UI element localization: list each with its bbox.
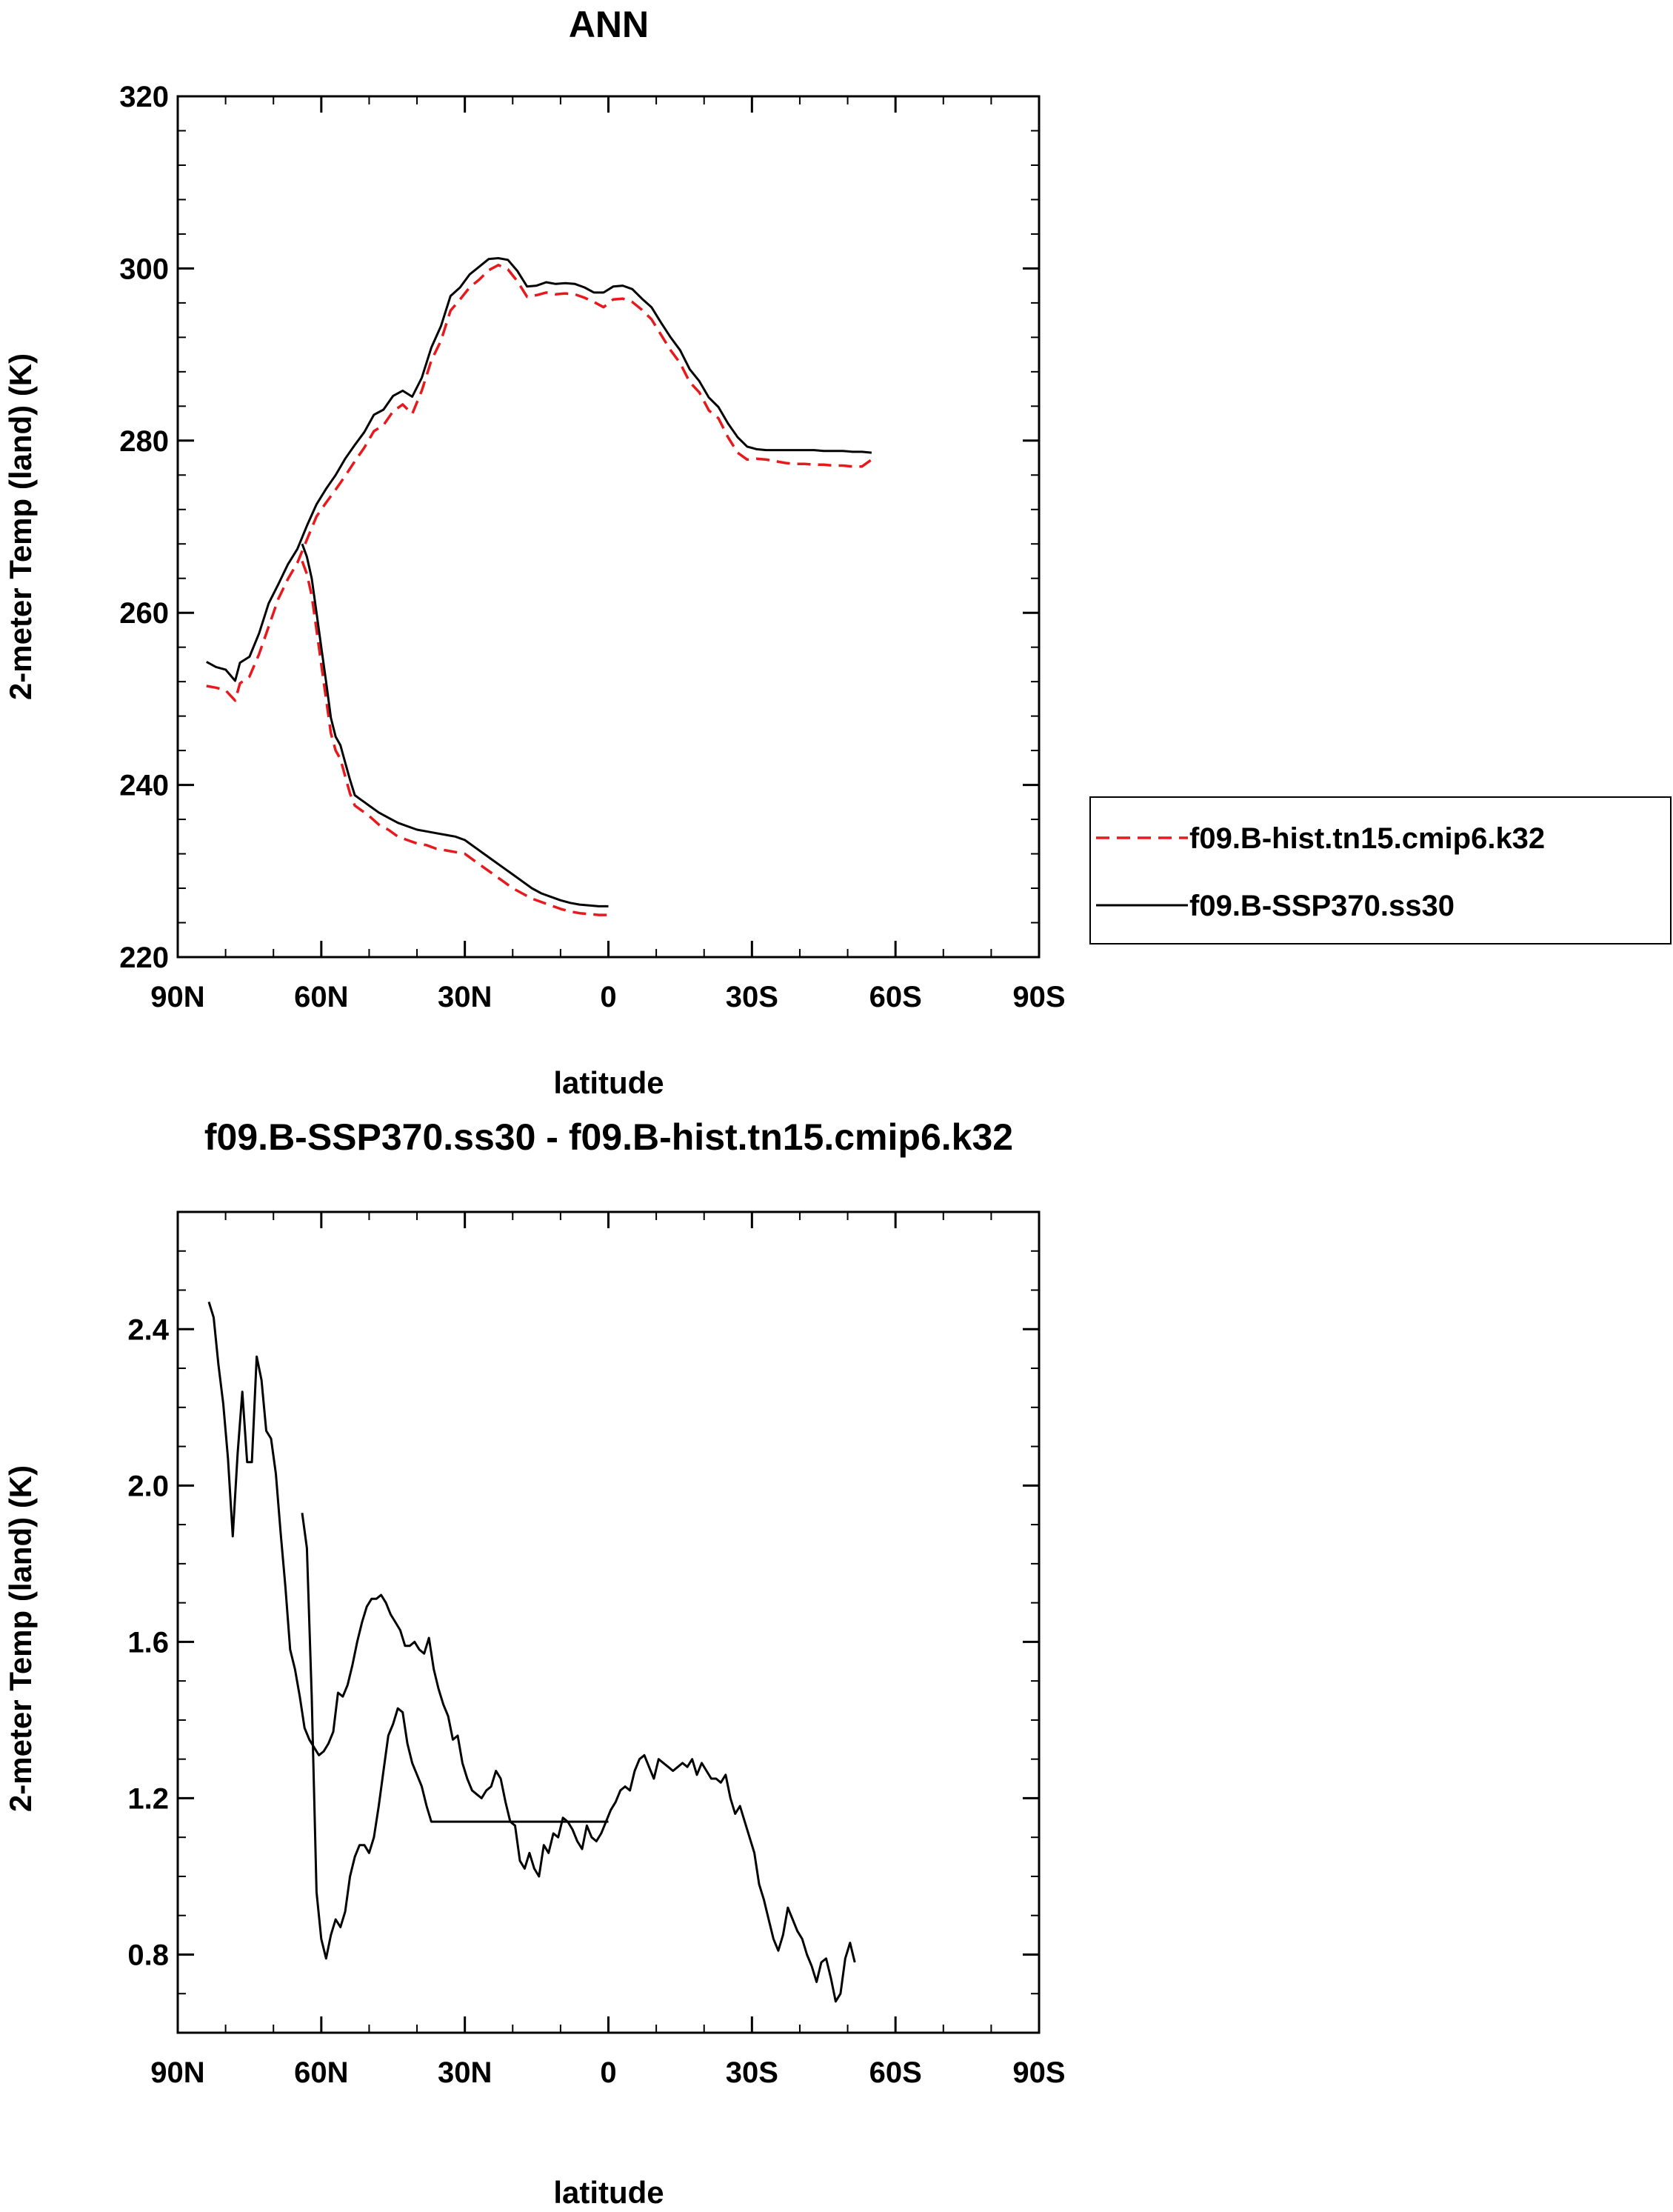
bottom-lines: [207, 1301, 856, 2003]
bottom-ytick-label: 2.0: [127, 1470, 169, 1502]
bottom-xtick-label: 90N: [150, 2056, 204, 2089]
top-xtick-label: 60S: [869, 981, 922, 1013]
top-xtick-label: 30N: [438, 981, 492, 1013]
top-plot-title: ANN: [569, 4, 649, 45]
bottom-ytick-label: 2.4: [127, 1313, 169, 1346]
top-xtick-label: 60N: [294, 981, 348, 1013]
bottom-yaxis-title: 2-meter Temp (land) (K): [3, 1465, 38, 1812]
top-series-b-segment-1: [206, 257, 872, 682]
top-xtick-label: 30S: [726, 981, 778, 1013]
top-ytick-label: 280: [119, 425, 169, 458]
top-xaxis-title: latitude: [553, 1065, 664, 1100]
legend-label-hist: f09.B-hist.tn15.cmip6.k32: [1189, 822, 1545, 855]
bottom-ytick-label: 1.6: [127, 1626, 169, 1659]
top-xtick-label: 90S: [1012, 981, 1065, 1013]
legend-label-ssp370: f09.B-SSP370.ss30: [1189, 890, 1455, 922]
top-ytick-label: 240: [119, 770, 169, 802]
bottom-series-a-segment-1: [207, 1301, 856, 2003]
bottom-ticks: 90N 60N 30N 0 30S 60S 90S 0.8 1.2 1.6 2.0 2.4: [127, 1211, 1066, 2089]
top-panel: ANN 90N 60N 30N 0 30S 60S 90S 220 240 260 280 300 32…: [3, 4, 1672, 1100]
top-lines: [206, 257, 872, 916]
top-xtick-label: 90N: [150, 981, 204, 1013]
bottom-plot-title: f09.B-SSP370.ss30 - f09.B-hist.tn15.cmip…: [204, 1116, 1013, 1158]
top-ytick-label: 300: [119, 253, 169, 285]
bottom-xtick-label: 60N: [294, 2056, 348, 2089]
top-ticks: 90N 60N 30N 0 30S 60S 90S 220 240 260 280 300 320: [119, 81, 1065, 1013]
bottom-xtick-label: 0: [600, 2056, 616, 2089]
bottom-series-a-segment-2: [301, 1513, 609, 1960]
top-ytick-label: 260: [119, 597, 169, 630]
bottom-xtick-label: 30S: [726, 2056, 778, 2089]
top-series-b-segment-2: [301, 543, 609, 907]
top-ytick-label: 220: [119, 942, 169, 974]
top-series-a-segment-1: [206, 264, 872, 702]
top-ytick-label: 320: [119, 81, 169, 113]
legend: f09.B-hist.tn15.cmip6.k32 f09.B-SSP370.s…: [1089, 796, 1672, 945]
top-xtick-label: 0: [600, 981, 616, 1013]
bottom-xaxis-title: latitude: [553, 2175, 664, 2210]
bottom-ytick-label: 1.2: [127, 1782, 169, 1815]
legend-box: [1089, 796, 1672, 945]
bottom-ytick-label: 0.8: [127, 1939, 169, 1971]
bottom-xtick-label: 90S: [1012, 2056, 1065, 2089]
bottom-xtick-label: 60S: [869, 2056, 922, 2089]
bottom-xtick-label: 30N: [438, 2056, 492, 2089]
bottom-panel: f09.B-SSP370.ss30 - f09.B-hist.tn15.cmip…: [3, 1116, 1066, 2210]
top-yaxis-title: 2-meter Temp (land) (K): [3, 353, 38, 700]
